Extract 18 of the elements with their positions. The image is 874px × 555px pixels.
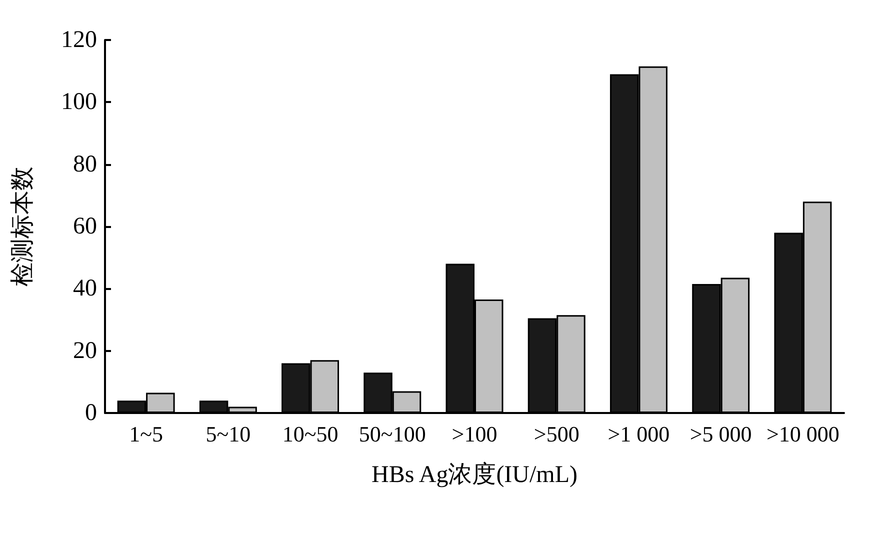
- x-tick-label: >500: [534, 422, 580, 446]
- x-tick-label: 1~5: [129, 422, 164, 446]
- x-tick-label: >1 000: [608, 422, 670, 446]
- y-axis-title: 检测标本数: [10, 166, 36, 286]
- y-tick-label: 100: [61, 89, 97, 116]
- y-tick-label: 0: [85, 400, 97, 426]
- y-tick-label: 20: [73, 338, 97, 364]
- x-axis-title: HBs Ag浓度(IU/mL): [372, 461, 578, 488]
- y-tick-label: 60: [73, 214, 97, 240]
- y-tick-label: 40: [73, 276, 97, 302]
- x-tick-label: 10~50: [282, 422, 338, 446]
- y-tick-label: 120: [61, 27, 97, 53]
- y-tick-label: 80: [73, 151, 97, 178]
- x-tick-label: >5 000: [690, 422, 752, 446]
- x-tick-label: >10 000: [766, 422, 840, 446]
- x-tick-label: 50~100: [358, 422, 426, 446]
- x-tick-label: >100: [452, 422, 498, 446]
- x-tick-label: 5~10: [206, 422, 251, 446]
